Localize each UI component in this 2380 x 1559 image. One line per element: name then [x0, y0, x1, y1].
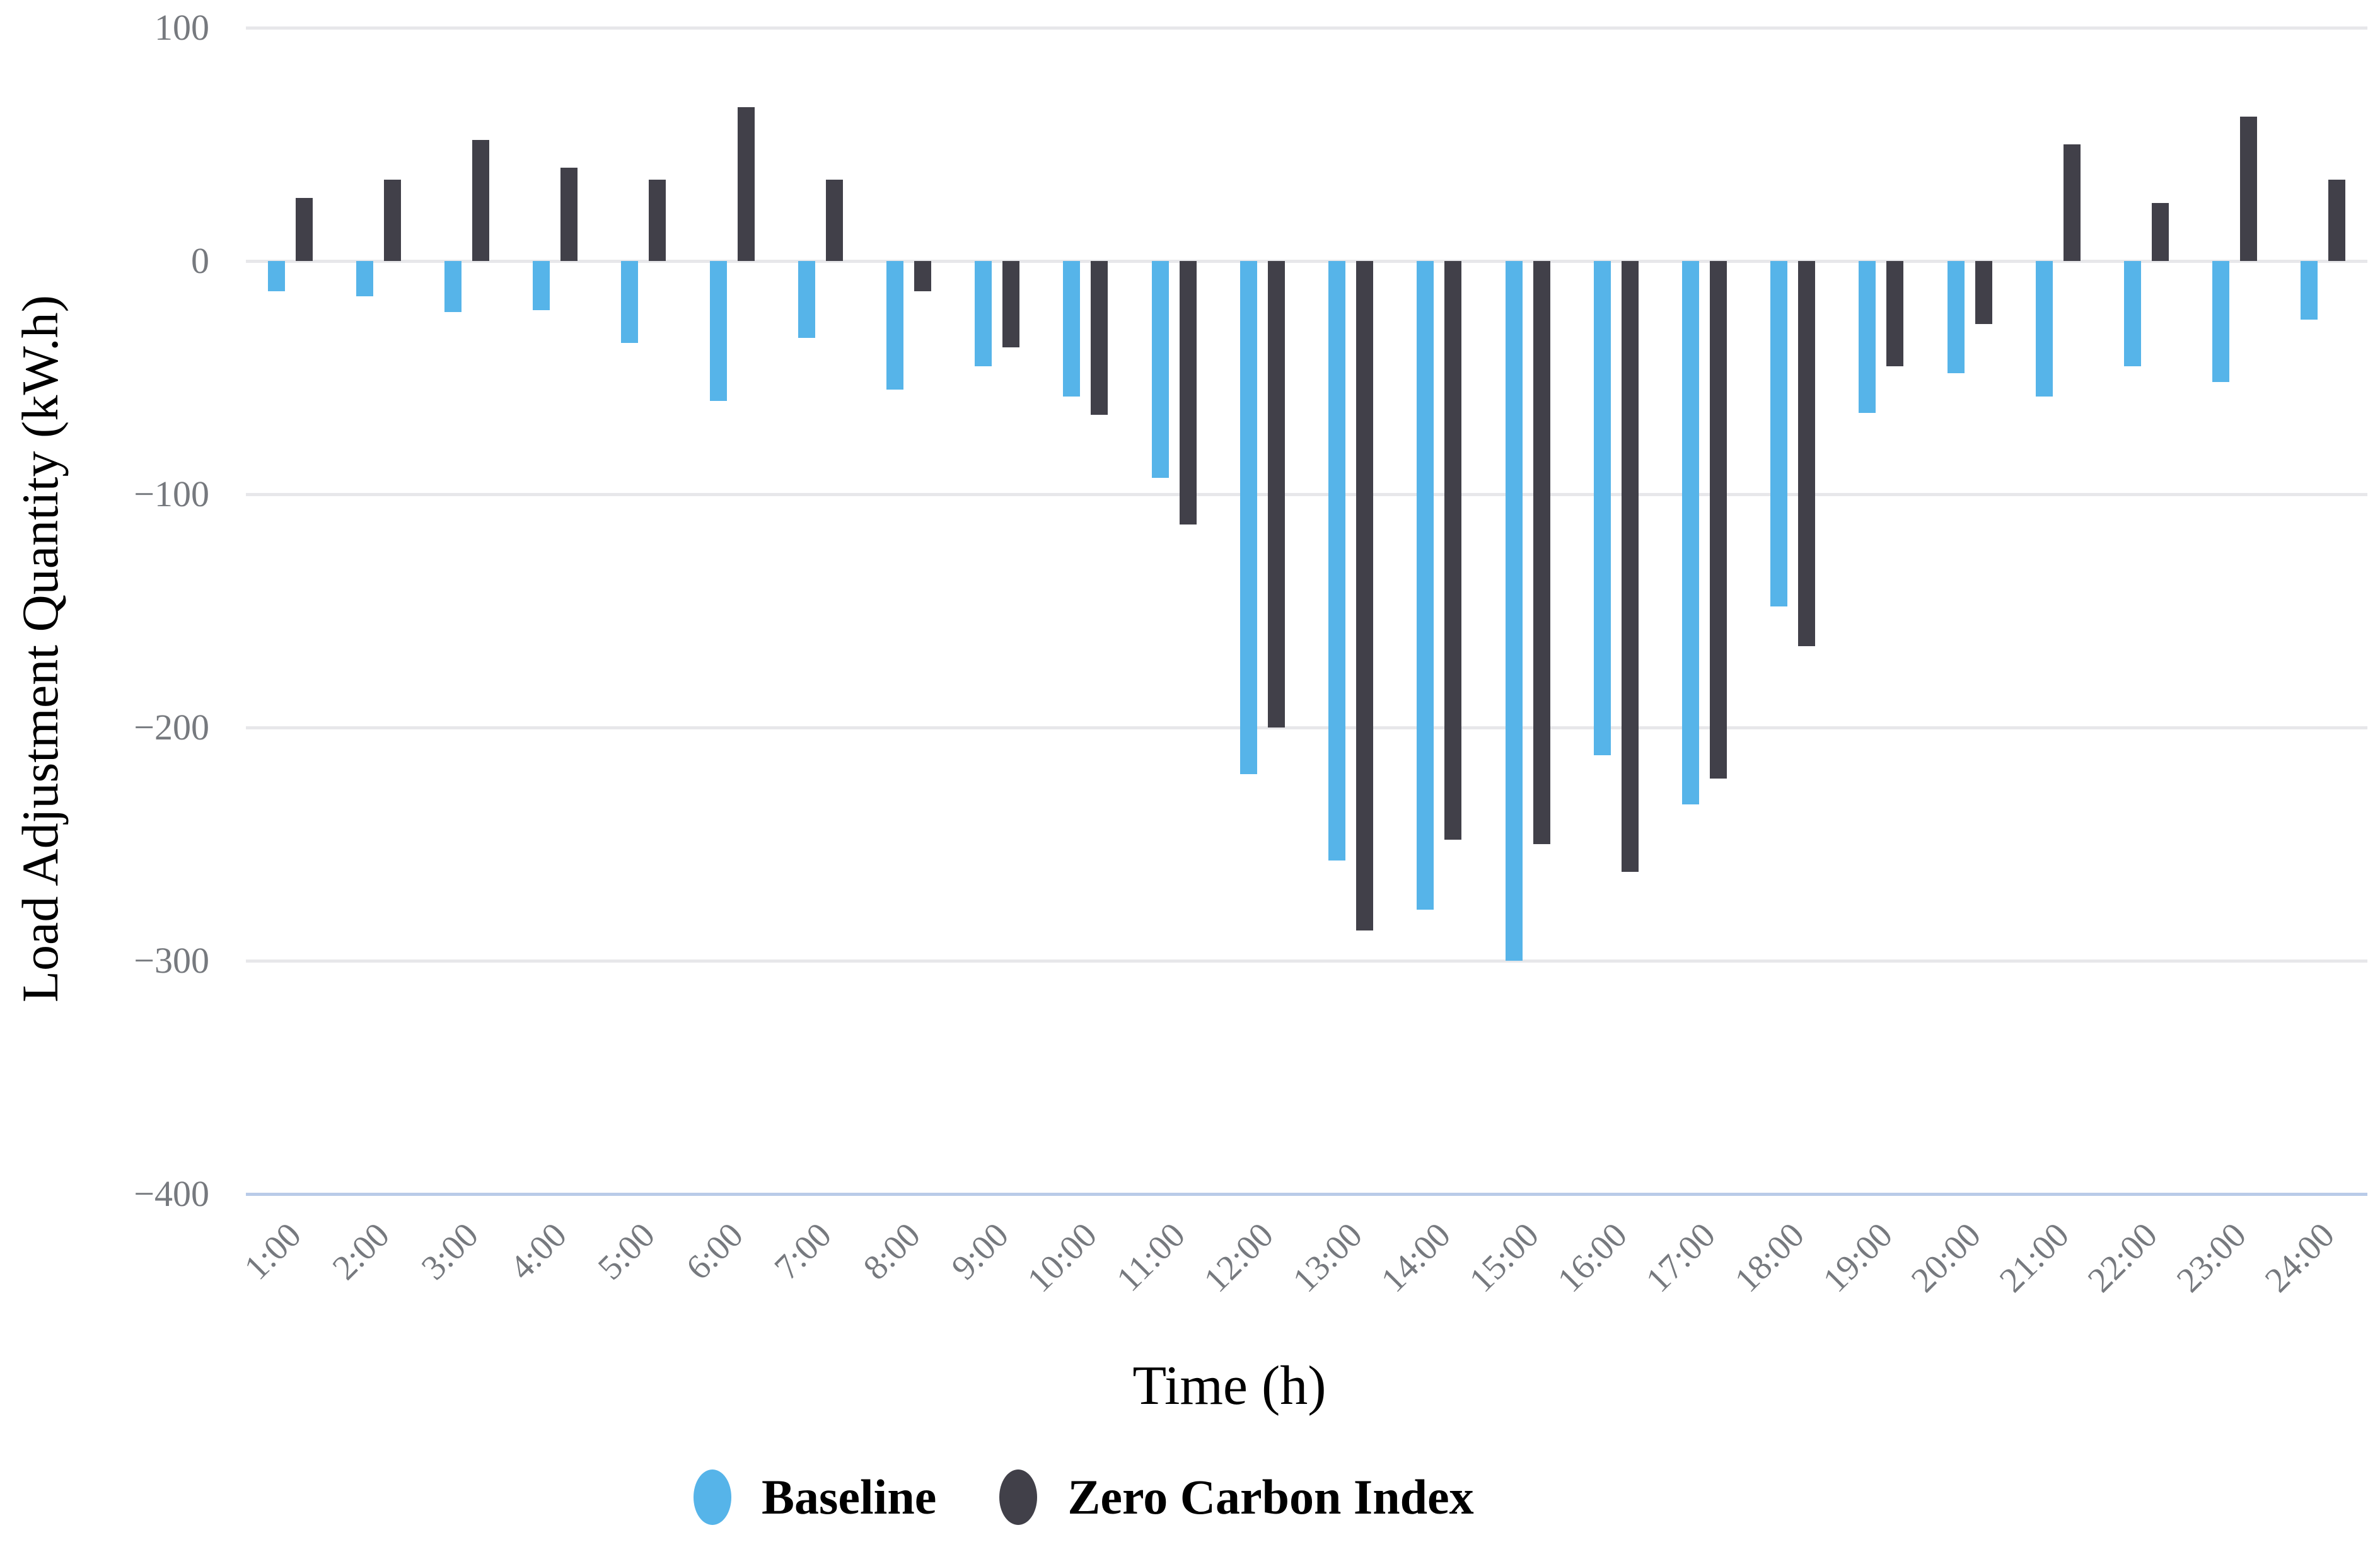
gridline--200 [246, 726, 2367, 729]
bar-zero-carbon-index-20:00 [1975, 261, 1992, 324]
bar-zero-carbon-index-14:00 [1444, 261, 1462, 840]
x-axis-title: Time (h) [1132, 1355, 1326, 1417]
bar-zero-carbon-index-8:00 [914, 261, 932, 292]
y-tick-label--400: −400 [134, 1173, 209, 1214]
bar-baseline-11:00 [1151, 261, 1169, 478]
bar-zero-carbon-index-18:00 [1798, 261, 1816, 646]
legend-item-baseline[interactable]: Baseline [694, 1469, 936, 1526]
bar-baseline-21:00 [2035, 261, 2053, 397]
bar-baseline-4:00 [533, 261, 550, 310]
bar-zero-carbon-index-2:00 [383, 179, 401, 261]
bar-baseline-3:00 [444, 261, 462, 313]
y-tick-label-100: 100 [154, 7, 209, 48]
y-tick-label--200: −200 [134, 707, 209, 748]
bar-zero-carbon-index-13:00 [1356, 261, 1374, 930]
bar-baseline-23:00 [2212, 261, 2230, 383]
legend-item-zero-carbon-index[interactable]: Zero Carbon Index [999, 1469, 1474, 1526]
bar-baseline-8:00 [886, 261, 904, 390]
bar-baseline-5:00 [621, 261, 639, 343]
bar-zero-carbon-index-16:00 [1621, 261, 1639, 872]
bar-baseline-15:00 [1505, 261, 1523, 961]
bar-zero-carbon-index-6:00 [737, 107, 755, 261]
bar-baseline-24:00 [2301, 261, 2318, 320]
bar-zero-carbon-index-21:00 [2063, 144, 2081, 261]
gridline-0 [246, 260, 2367, 263]
bar-zero-carbon-index-1:00 [295, 198, 313, 261]
bar-zero-carbon-index-12:00 [1267, 261, 1285, 727]
plot-area [246, 26, 2367, 1196]
bar-zero-carbon-index-23:00 [2240, 116, 2258, 261]
bar-zero-carbon-index-22:00 [2151, 202, 2169, 261]
bar-baseline-7:00 [798, 261, 815, 339]
y-tick-label--300: −300 [134, 940, 209, 981]
bar-zero-carbon-index-3:00 [472, 139, 490, 261]
bar-zero-carbon-index-11:00 [1179, 261, 1197, 525]
bar-zero-carbon-index-5:00 [649, 179, 666, 261]
gridline--300 [246, 959, 2367, 963]
baseline-legend-label: Baseline [762, 1469, 937, 1524]
gridline--100 [246, 493, 2367, 496]
bar-zero-carbon-index-10:00 [1091, 261, 1108, 415]
bar-baseline-10:00 [1063, 261, 1081, 397]
legend: Baseline Zero Carbon Index [694, 1469, 1474, 1526]
bar-baseline-2:00 [356, 261, 373, 296]
bar-baseline-12:00 [1239, 261, 1257, 774]
gridline-100 [246, 26, 2367, 30]
zero-carbon-index-legend-label: Zero Carbon Index [1067, 1469, 1474, 1524]
bar-baseline-20:00 [1947, 261, 1965, 373]
bar-baseline-19:00 [1859, 261, 1876, 413]
bar-zero-carbon-index-24:00 [2328, 179, 2346, 261]
bar-baseline-18:00 [1770, 261, 1788, 606]
x-axis-line [246, 1193, 2367, 1196]
bar-zero-carbon-index-17:00 [1709, 261, 1727, 779]
y-tick-label--100: −100 [134, 473, 209, 514]
y-axis-title: Load Adjustment Quantity (kW.h) [11, 295, 69, 1003]
bar-baseline-13:00 [1328, 261, 1346, 861]
bar-baseline-22:00 [2123, 261, 2141, 366]
bar-baseline-17:00 [1681, 261, 1699, 805]
bar-zero-carbon-index-7:00 [825, 179, 843, 261]
bar-baseline-14:00 [1417, 261, 1434, 910]
bar-zero-carbon-index-4:00 [560, 168, 578, 261]
zero-carbon-index-circle-icon [999, 1469, 1038, 1525]
bar-zero-carbon-index-15:00 [1533, 261, 1550, 844]
bar-baseline-1:00 [267, 261, 285, 292]
bar-baseline-16:00 [1593, 261, 1611, 756]
y-tick-label-0: 0 [191, 240, 209, 281]
bar-baseline-6:00 [709, 261, 727, 401]
baseline-circle-icon [694, 1469, 731, 1525]
bar-baseline-9:00 [975, 261, 992, 366]
bar-zero-carbon-index-19:00 [1886, 261, 1904, 366]
bar-zero-carbon-index-9:00 [1002, 261, 1020, 347]
